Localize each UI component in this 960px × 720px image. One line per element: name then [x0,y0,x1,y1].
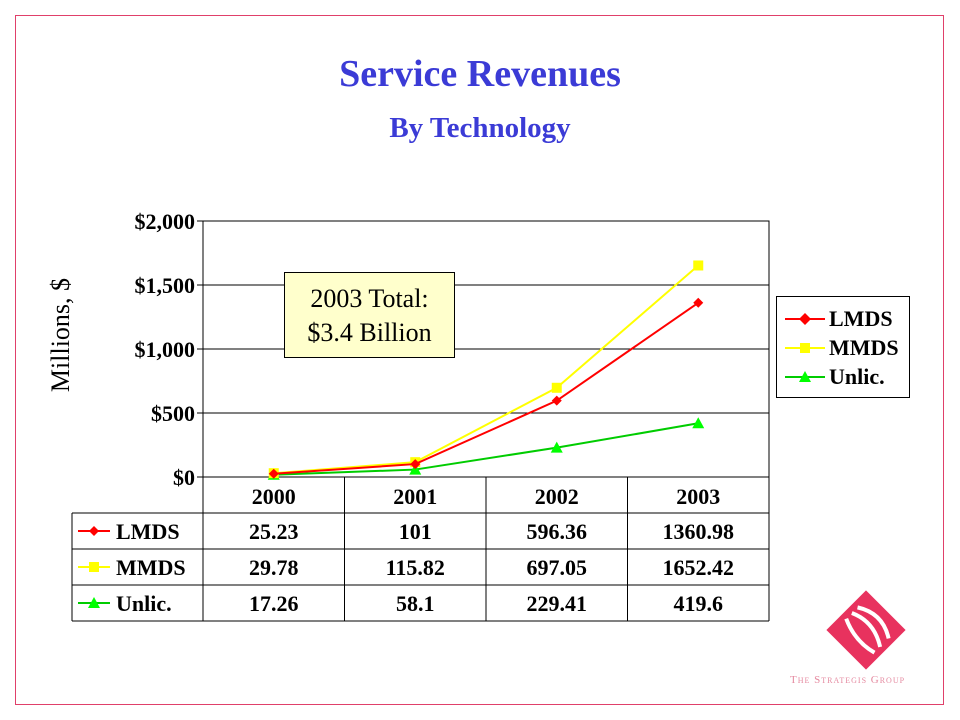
legend-marker-mmds [785,343,825,353]
total-callout: 2003 Total: $3.4 Billion [284,272,455,358]
callout-line-2: $3.4 Billion [307,318,432,347]
slide-frame [15,15,944,705]
series-line-lmds [273,301,699,475]
table-legend-marker [89,562,99,572]
legend-marker-unlic [785,371,825,382]
table-cell: 17.26 [249,591,299,616]
legend-label-lmds: LMDS [829,306,893,331]
y-tick-label: $500 [151,401,195,426]
table-series-name: MMDS [116,555,186,580]
data-point-lmds [551,395,562,406]
table-cell: 229.41 [527,591,588,616]
table-legend-marker [88,597,100,608]
x-tick-label: 2003 [676,484,720,509]
table-cell: 1652.42 [663,555,735,580]
series-line-mmds [273,264,699,475]
data-point-mmds [693,260,704,271]
series-line-unlic [273,422,699,476]
table-series-name: Unlic. [116,591,172,616]
table-cell: 697.05 [527,555,588,580]
data-point-lmds [410,459,421,470]
data-point-lmds [268,468,279,479]
data-point-unlic [550,441,563,453]
table-cell: 419.6 [674,591,724,616]
legend-item-lmds: LMDS [785,305,905,333]
x-tick-label: 2002 [535,484,579,509]
table-cell: 101 [399,519,432,544]
table-legend-marker [89,526,99,536]
legend-label-mmds: MMDS [829,335,899,360]
y-tick-label: $2,000 [135,209,196,234]
table-cell: 596.36 [527,519,588,544]
table-cell: 1360.98 [663,519,735,544]
x-tick-label: 2000 [252,484,296,509]
table-cell: 115.82 [386,555,445,580]
legend-item-unlic: Unlic. [785,363,905,391]
table-cell: 58.1 [396,591,435,616]
legend-item-mmds: MMDS [785,334,905,362]
logo-text: The Strategis Group [790,674,906,686]
chart-subtitle: By Technology [389,112,571,144]
data-point-lmds [693,297,704,308]
data-point-mmds [551,382,562,393]
strategis-logo-icon [826,590,906,670]
table-cell: 25.23 [249,519,299,544]
table-cell: 29.78 [249,555,299,580]
chart-title: Service Revenues [339,53,621,95]
callout-line-1: 2003 Total: [310,284,429,313]
y-tick-label: $1,000 [135,337,196,362]
legend-marker-lmds [785,313,825,325]
data-point-unlic [692,417,705,429]
y-tick-label: $0 [173,465,195,490]
y-tick-label: $1,500 [135,273,196,298]
x-tick-label: 2001 [393,484,437,509]
chart-legend: LMDS MMDS Unlic. [776,296,910,398]
table-series-name: LMDS [116,519,180,544]
legend-label-unlic: Unlic. [829,364,885,389]
